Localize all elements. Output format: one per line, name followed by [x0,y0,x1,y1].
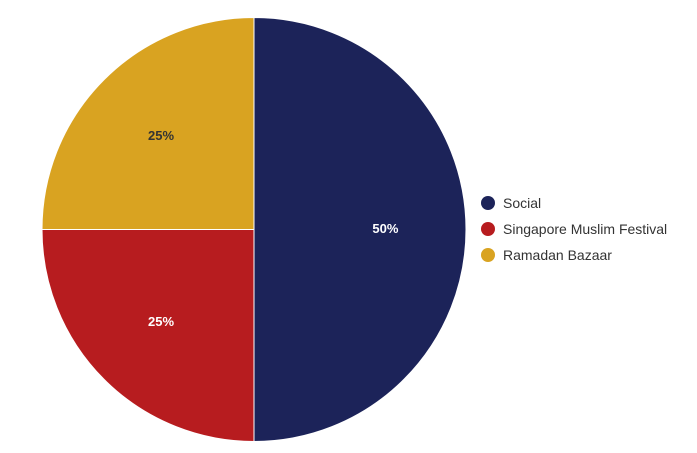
slice-value-label-social: 50% [372,221,398,236]
pie-slice-social[interactable] [253,16,467,443]
slice-value-label-ramadan-bazaar: 25% [148,128,174,143]
legend-label-social: Social [503,195,542,211]
chart-legend: Social Singapore Muslim Festival Ramadan… [481,193,667,265]
legend-swatch-ramadan-bazaar [481,248,495,262]
pie-slice-singapore-muslim-festival[interactable] [41,229,255,443]
legend-swatch-singapore-muslim-festival [481,222,495,236]
legend-swatch-social [481,196,495,210]
legend-label-singapore-muslim-festival: Singapore Muslim Festival [503,221,668,237]
slice-value-label-singapore-muslim-festival: 25% [148,314,174,329]
pie-slice-labels: 50% 25% 25% [148,128,399,329]
legend-item-singapore-muslim-festival[interactable]: Singapore Muslim Festival [481,219,667,239]
pie-slices [41,16,467,443]
legend-label-ramadan-bazaar: Ramadan Bazaar [503,247,612,263]
pie-slice-ramadan-bazaar[interactable] [41,16,255,230]
legend-item-ramadan-bazaar[interactable]: Ramadan Bazaar [481,245,667,265]
legend-item-social[interactable]: Social [481,193,667,213]
